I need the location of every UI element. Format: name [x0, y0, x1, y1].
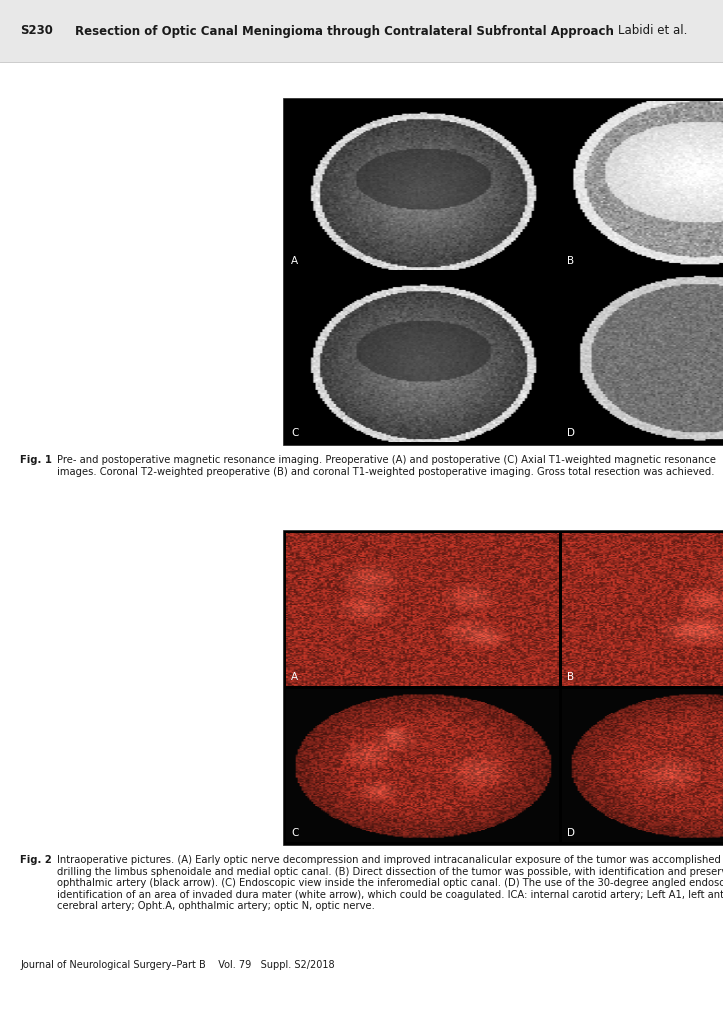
- Text: D: D: [567, 428, 575, 438]
- Text: B: B: [567, 256, 573, 266]
- Text: D: D: [567, 828, 575, 838]
- Bar: [0, 0, 723, 62]
- Text: Fig. 1: Fig. 1: [20, 455, 52, 465]
- Text: C: C: [291, 428, 299, 438]
- Text: Journal of Neurological Surgery–Part B    Vol. 79   Suppl. S2/2018: Journal of Neurological Surgery–Part B V…: [20, 961, 335, 970]
- Text: Labidi et al.: Labidi et al.: [618, 25, 688, 38]
- Text: Fig. 2: Fig. 2: [20, 855, 52, 865]
- Bar: [283, 530, 723, 845]
- Text: C: C: [291, 828, 299, 838]
- Text: Intraoperative pictures. (A) Early optic nerve decompression and improved intrac: Intraoperative pictures. (A) Early optic…: [57, 855, 723, 911]
- Text: A: A: [291, 256, 298, 266]
- Text: Pre- and postoperative magnetic resonance imaging. Preoperative (A) and postoper: Pre- and postoperative magnetic resonanc…: [57, 455, 716, 476]
- Bar: [283, 98, 723, 445]
- Text: Resection of Optic Canal Meningioma through Contralateral Subfrontal Approach: Resection of Optic Canal Meningioma thro…: [75, 25, 614, 38]
- Text: B: B: [567, 672, 573, 682]
- Text: S230: S230: [20, 25, 53, 38]
- Text: A: A: [291, 672, 298, 682]
